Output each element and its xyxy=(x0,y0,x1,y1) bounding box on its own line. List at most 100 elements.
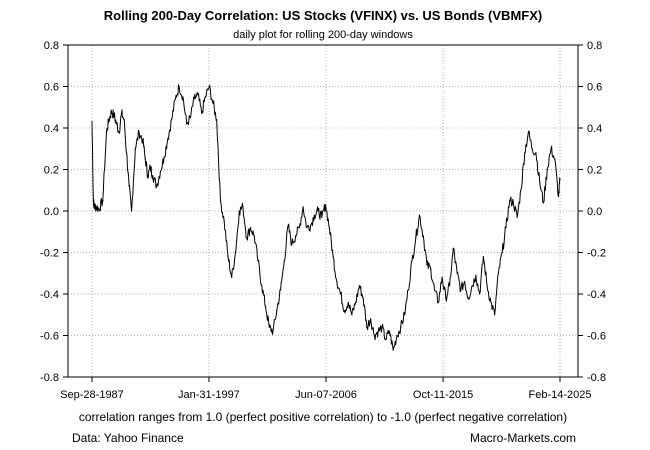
chart-footnote: correlation ranges from 1.0 (perfect pos… xyxy=(79,410,567,424)
data-point xyxy=(201,112,203,115)
data-point xyxy=(287,224,289,227)
data-point xyxy=(182,96,184,98)
data-point xyxy=(249,227,252,229)
data-point xyxy=(110,110,113,112)
data-point xyxy=(531,148,533,150)
data-point xyxy=(407,289,409,291)
data-point xyxy=(437,301,439,303)
data-point xyxy=(92,200,94,202)
y-tick-label-right: -0.4 xyxy=(587,289,606,301)
y-tick-label-right: -0.2 xyxy=(587,248,606,260)
data-point xyxy=(385,339,387,341)
y-tick-label-right: 0.0 xyxy=(587,206,602,218)
data-point xyxy=(95,206,98,208)
data-point xyxy=(336,281,338,283)
data-point xyxy=(512,202,515,204)
data-point xyxy=(216,119,218,121)
data-point xyxy=(347,301,349,303)
data-point xyxy=(98,208,100,210)
data-point xyxy=(328,227,330,229)
data-point xyxy=(403,314,406,316)
chart-title: Rolling 200-Day Correlation: US Stocks (… xyxy=(104,8,542,23)
y-tick-label-right: 0.2 xyxy=(587,165,602,177)
data-point xyxy=(142,139,144,141)
data-point xyxy=(306,227,308,229)
data-point xyxy=(535,152,537,154)
data-point xyxy=(131,210,133,212)
data-point xyxy=(167,137,169,139)
data-point xyxy=(449,285,451,287)
data-point xyxy=(208,85,210,88)
data-point xyxy=(516,216,518,218)
data-point xyxy=(193,98,195,100)
data-point xyxy=(392,349,394,351)
data-point xyxy=(400,326,402,328)
data-point xyxy=(253,235,255,237)
data-point xyxy=(524,152,526,154)
data-point xyxy=(426,264,428,266)
series-line xyxy=(91,84,561,351)
y-tick-label-left: 0.8 xyxy=(44,40,59,52)
data-point xyxy=(381,326,383,328)
data-point xyxy=(128,185,130,187)
data-point xyxy=(219,200,222,202)
data-point xyxy=(204,96,206,98)
data-point xyxy=(501,251,503,254)
series-layer xyxy=(91,84,561,351)
x-tick-label: Jan-31-1997 xyxy=(178,389,240,401)
data-point xyxy=(355,301,357,303)
data-point xyxy=(559,179,561,181)
y-tick-label-left: 0.0 xyxy=(44,206,59,218)
data-point xyxy=(505,227,507,229)
data-point xyxy=(174,98,176,100)
data-point xyxy=(396,334,398,337)
data-point xyxy=(149,166,151,168)
data-point xyxy=(557,195,560,198)
data-point xyxy=(144,158,146,160)
y-tick-label-right: -0.6 xyxy=(587,331,606,343)
data-point xyxy=(138,131,140,133)
data-point xyxy=(430,268,432,270)
data-source: Data: Yahoo Finance xyxy=(72,431,184,445)
y-tick-label-left: -0.8 xyxy=(40,372,59,384)
data-point xyxy=(494,314,496,316)
y-tick-label-right: 0.6 xyxy=(587,82,602,94)
data-point xyxy=(291,243,293,245)
data-point xyxy=(156,185,158,187)
data-point xyxy=(93,206,95,208)
data-point xyxy=(415,237,417,239)
data-point xyxy=(433,289,436,291)
data-point xyxy=(231,276,233,278)
data-point xyxy=(152,175,154,177)
data-point xyxy=(257,260,259,262)
data-point xyxy=(445,297,447,299)
data-point xyxy=(123,119,125,121)
data-point xyxy=(234,251,237,254)
data-point xyxy=(313,214,315,216)
y-tick-label-right: 0.8 xyxy=(587,40,602,52)
data-point xyxy=(471,285,473,287)
data-point xyxy=(171,119,173,121)
data-point xyxy=(520,189,522,191)
data-point xyxy=(340,293,342,295)
y-tick-label-right: -0.8 xyxy=(587,372,606,384)
data-point xyxy=(268,326,270,328)
data-point xyxy=(509,200,511,202)
data-point xyxy=(460,289,462,291)
data-point xyxy=(178,85,180,88)
data-point xyxy=(358,285,360,287)
chart-subtitle: daily plot for rolling 200-day windows xyxy=(233,29,413,41)
data-point xyxy=(482,256,484,258)
data-point xyxy=(479,293,481,295)
data-point xyxy=(497,272,499,274)
data-point xyxy=(467,297,469,299)
data-point xyxy=(272,330,274,332)
data-point xyxy=(351,314,353,316)
data-point xyxy=(464,281,466,283)
data-point xyxy=(317,210,319,212)
data-point xyxy=(264,305,267,307)
data-point xyxy=(163,156,165,158)
data-point xyxy=(276,310,278,312)
data-point xyxy=(539,181,541,183)
